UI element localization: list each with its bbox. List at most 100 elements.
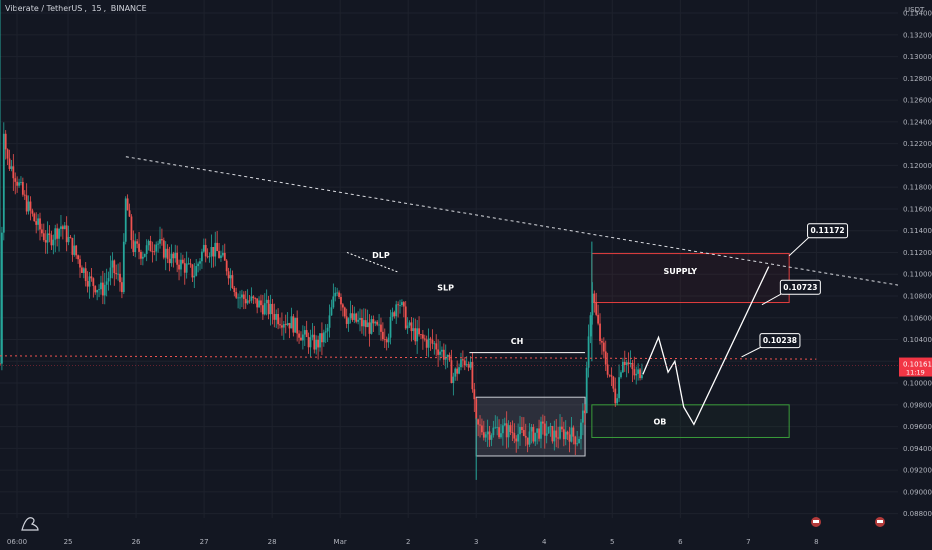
current-price-value: 0.10161 (903, 361, 932, 369)
candle-body (456, 368, 459, 374)
candle-body (612, 376, 615, 389)
candle-body (170, 253, 173, 264)
x-tick-label: 4 (542, 538, 547, 546)
candle-body (389, 316, 392, 338)
candle-body (351, 313, 354, 320)
candle-body (625, 362, 628, 366)
candle-body (12, 166, 15, 179)
candle-body (381, 331, 384, 340)
candle-body (610, 375, 613, 377)
candle-body (599, 323, 601, 342)
candle-body (395, 304, 398, 317)
y-tick-label: 0.12000 (903, 162, 932, 170)
candle-body (241, 294, 243, 298)
candle-body (406, 325, 409, 329)
candle-body (263, 303, 266, 315)
candle-body (159, 239, 161, 244)
candle-body (282, 324, 285, 328)
candle-body (147, 240, 150, 246)
candle-body (378, 324, 380, 326)
candle-body (513, 433, 516, 439)
candle-body (248, 300, 251, 302)
candle-body (18, 182, 20, 186)
candle-body (189, 263, 192, 265)
candle-body (641, 375, 643, 379)
y-tick-label: 0.13400 (903, 10, 932, 18)
y-tick-label: 0.12800 (903, 75, 932, 83)
candle-body (141, 256, 144, 259)
candle-body (572, 427, 575, 437)
candle-body (423, 338, 426, 340)
candle-body (35, 221, 38, 225)
candle-body (576, 443, 579, 445)
x-tick-label: 2 (406, 538, 410, 546)
candle-body (130, 216, 133, 241)
candle-body (507, 425, 510, 438)
candle-body (183, 263, 186, 273)
candle-body (597, 314, 600, 324)
candle-body (540, 421, 542, 439)
candle-body (2, 133, 5, 233)
candle-body (332, 296, 335, 308)
candle-body (223, 252, 226, 261)
candle-body (33, 213, 36, 222)
candle-body (161, 239, 163, 241)
candle-body (309, 337, 312, 348)
candle-body (488, 431, 491, 440)
candle-body (479, 424, 481, 426)
x-tick-label: 06:00 (7, 538, 27, 546)
candle-body (442, 349, 445, 360)
candle-body (307, 336, 310, 348)
candle-body (14, 178, 17, 182)
candle-body (185, 263, 188, 273)
candle-body (109, 267, 112, 279)
candle-body (155, 244, 158, 252)
candle-body (591, 293, 594, 316)
candle-body (54, 228, 57, 240)
candle-body (549, 426, 552, 427)
candle-body (294, 317, 297, 333)
candle-body (568, 434, 571, 442)
candle-body (218, 251, 220, 258)
candle-body (227, 271, 230, 279)
x-tick-label: 27 (200, 538, 209, 546)
candle-body (254, 298, 257, 299)
candle-body (242, 294, 245, 299)
candle-body (446, 354, 449, 357)
candle-body (90, 276, 93, 279)
x-tick-label: Mar (334, 538, 347, 546)
candle-body (290, 316, 293, 329)
candle-body (326, 327, 329, 332)
currency-label: USDT (905, 6, 925, 14)
candle-body (463, 360, 466, 366)
candle-body (115, 273, 118, 275)
candle-body (334, 292, 337, 297)
callout-box (779, 279, 821, 295)
candle-body (221, 252, 224, 256)
range-zone (475, 396, 586, 457)
candle-body (338, 292, 340, 298)
candle-body (27, 201, 30, 212)
candle-body (431, 339, 434, 344)
candle-body (441, 349, 443, 352)
callout-box (807, 223, 849, 239)
y-tick-label: 0.13200 (903, 31, 932, 39)
candle-body (418, 328, 420, 335)
candle-body (555, 430, 558, 438)
trendline (125, 156, 899, 286)
candle-body (587, 336, 590, 368)
candle-body (494, 427, 497, 429)
candle-body (593, 293, 596, 303)
candle-body (547, 426, 550, 434)
candle-body (67, 237, 70, 243)
candle-body (88, 276, 91, 287)
candle-body (174, 252, 177, 259)
candle-body (258, 300, 260, 308)
candle-body (330, 307, 333, 316)
y-tick-label: 0.12200 (903, 140, 932, 148)
candle-body (621, 361, 624, 373)
candle-body (637, 369, 640, 374)
candle-body (41, 229, 43, 234)
y-tick-label: 0.10000 (903, 380, 932, 388)
